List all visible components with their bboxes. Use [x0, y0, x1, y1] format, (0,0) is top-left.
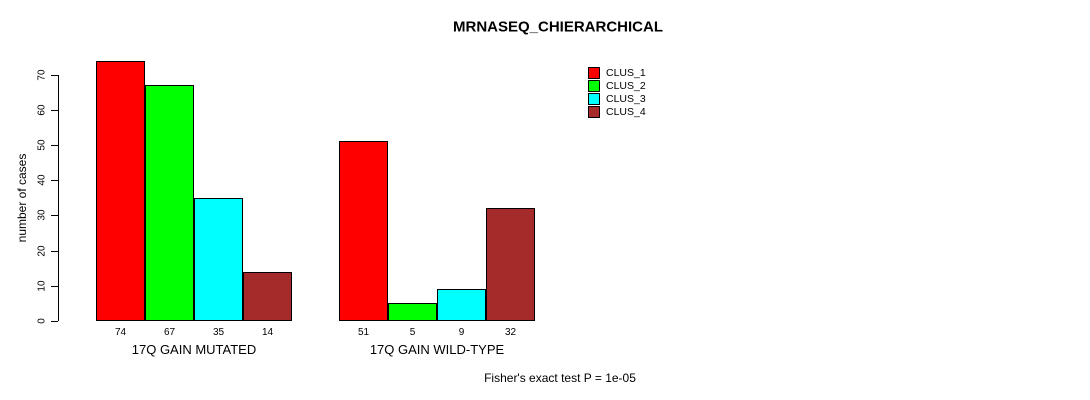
legend-item-clus_2: CLUS_2: [588, 79, 646, 92]
bar-clus_4-group1: [243, 272, 292, 321]
y-axis-tick: [51, 321, 58, 322]
legend-label: CLUS_4: [606, 105, 646, 118]
y-axis-tick-label: 10: [36, 280, 48, 292]
chart-title: MRNASEQ_CHIERARCHICAL: [452, 18, 664, 36]
bar-clus_3-group1: [194, 198, 243, 321]
legend-swatch: [588, 79, 600, 92]
bar-clus_2-group2: [388, 303, 437, 321]
bar-value-label: 14: [261, 327, 274, 338]
y-axis-tick: [51, 145, 58, 146]
y-axis-tick-label: 40: [36, 174, 48, 186]
y-axis-tick-label: 60: [36, 104, 48, 116]
bar-value-label: 35: [212, 327, 225, 338]
bar-value-label: 32: [504, 327, 517, 338]
group-label: 17Q GAIN WILD-TYPE: [369, 342, 505, 357]
legend-label: CLUS_2: [606, 79, 646, 92]
legend-label: CLUS_3: [606, 92, 646, 105]
legend-item-clus_4: CLUS_4: [588, 105, 646, 118]
y-axis-tick: [51, 180, 58, 182]
legend-item-clus_3: CLUS_3: [588, 92, 646, 105]
legend-swatch: [588, 92, 600, 105]
bar-clus_3-group2: [437, 289, 486, 321]
y-axis-tick-label: 50: [36, 139, 48, 151]
y-axis-tick-label: 70: [36, 69, 48, 81]
y-axis-tick: [51, 74, 58, 76]
y-axis-tick-label: 30: [36, 209, 48, 221]
legend-swatch: [588, 105, 600, 118]
legend-swatch: [588, 66, 600, 79]
y-axis-tick: [51, 250, 58, 252]
legend-label: CLUS_1: [606, 66, 646, 79]
bar-clus_2-group1: [145, 85, 194, 321]
bar-clus_1-group2: [339, 141, 388, 321]
bar-value-label: 67: [163, 327, 176, 338]
footnote-text: Fisher's exact test P = 1e-05: [484, 371, 636, 385]
bar-clus_4-group2: [486, 208, 535, 321]
y-axis-label: number of cases: [15, 153, 29, 243]
bar-value-label: 74: [114, 327, 127, 338]
bar-value-label: 51: [357, 327, 370, 338]
y-axis-tick: [51, 109, 58, 111]
bar-clus_1-group1: [96, 61, 145, 321]
bar-value-label: 5: [409, 327, 416, 338]
y-axis-tick-label: 20: [36, 245, 48, 257]
y-axis-tick-label: 0: [36, 318, 48, 324]
y-axis-tick: [51, 215, 58, 217]
y-axis-tick: [51, 285, 58, 287]
bar-value-label: 9: [458, 327, 465, 338]
y-axis-line: [58, 74, 59, 321]
group-label: 17Q GAIN MUTATED: [131, 342, 257, 357]
legend-item-clus_1: CLUS_1: [588, 66, 646, 79]
